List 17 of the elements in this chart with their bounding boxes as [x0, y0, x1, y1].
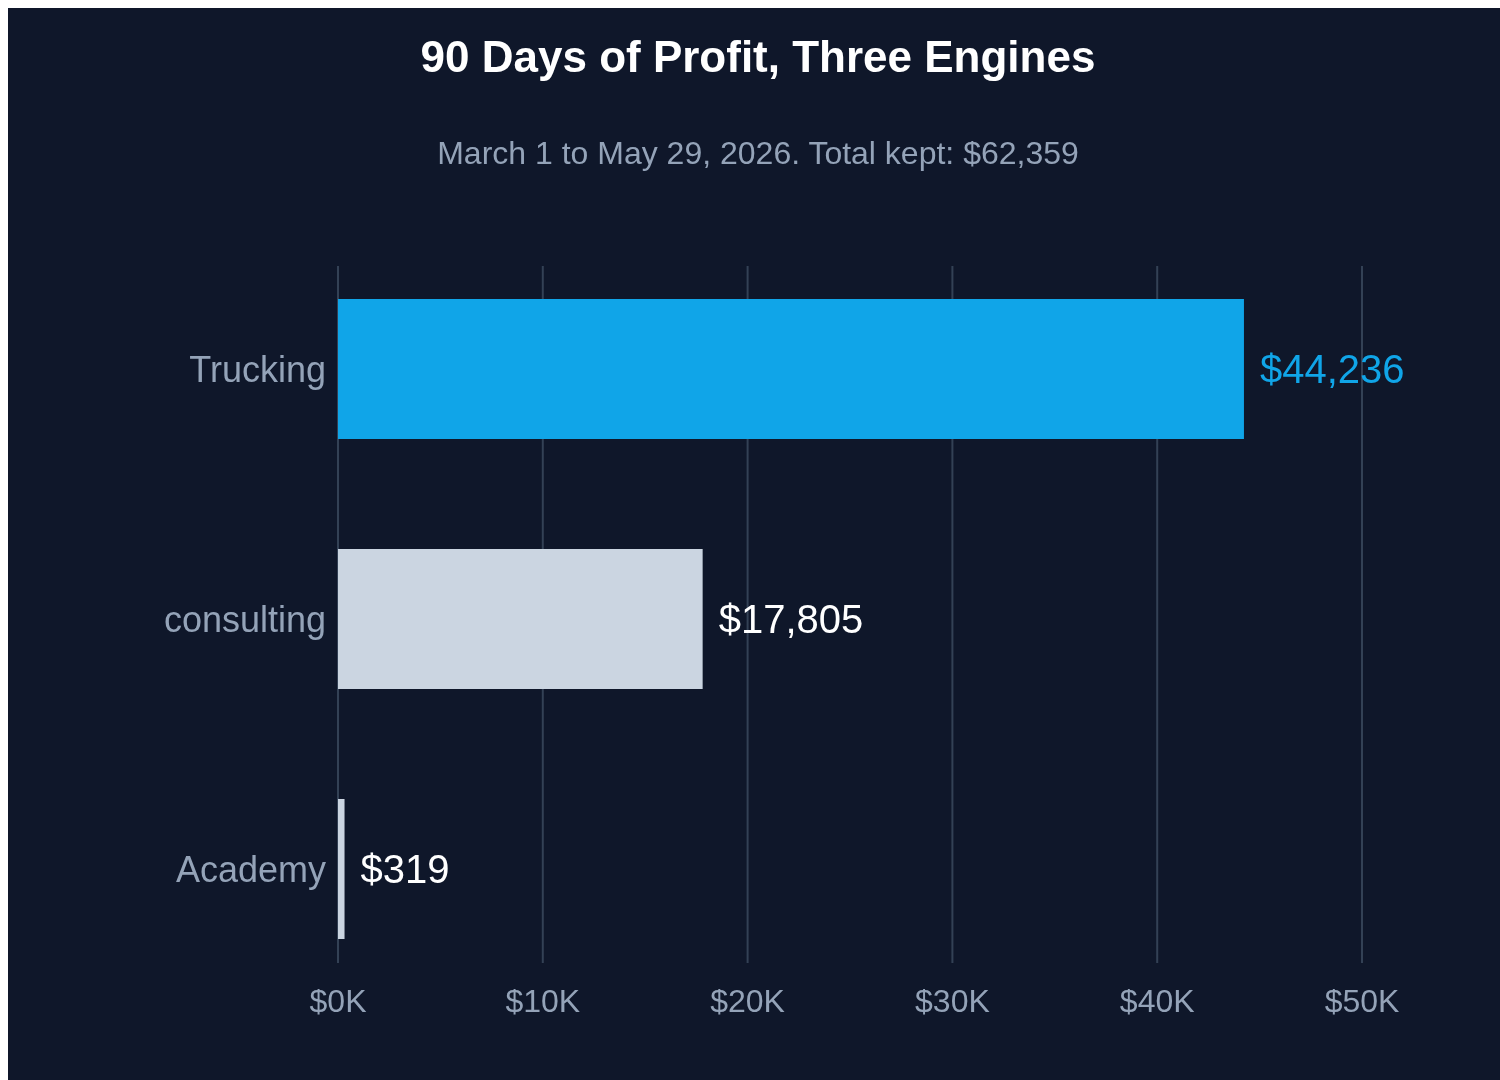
x-tick-label: $20K [710, 983, 785, 1019]
x-tick-label: $10K [505, 983, 581, 1019]
data-label: $44,236 [1259, 347, 1405, 391]
y-tick-label: Academy [175, 848, 326, 890]
data-label: $17,805 [718, 597, 864, 641]
x-tick-label: $0K [309, 983, 367, 1019]
chart-subtitle: March 1 to May 29, 2026. Total kept: $62,359 [437, 135, 1079, 171]
y-tick-label: consulting [163, 598, 326, 640]
x-tick-label: $30K [915, 983, 990, 1019]
bar [338, 299, 1244, 439]
x-tick-label: $50K [1324, 983, 1400, 1019]
bar [338, 549, 703, 689]
bar [338, 799, 345, 939]
y-tick-label: Trucking [189, 348, 326, 390]
x-tick-label: $40K [1119, 983, 1195, 1019]
data-label: $319 [360, 847, 450, 891]
chart-title: 90 Days of Profit, Three Engines [420, 32, 1096, 81]
